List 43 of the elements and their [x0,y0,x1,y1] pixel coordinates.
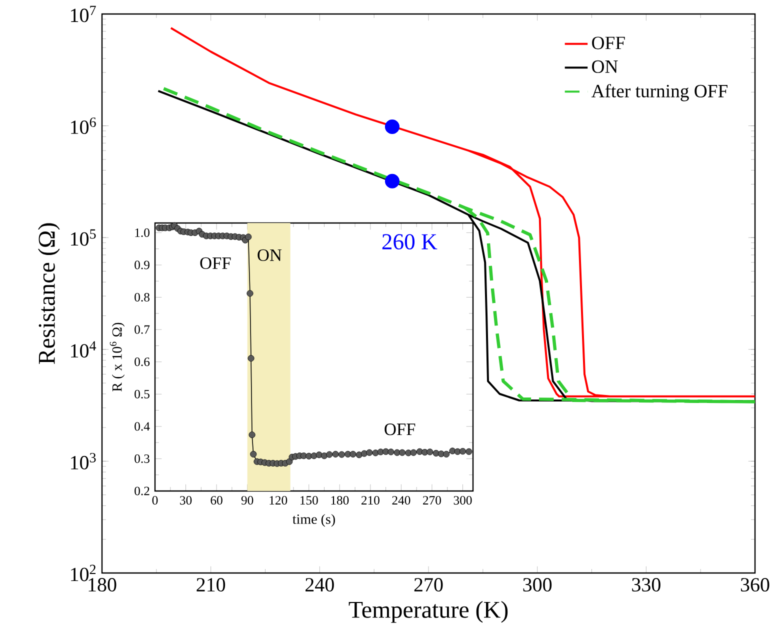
x-tick-label: 360 [740,578,770,592]
x-tick-label: 60 [210,496,222,505]
y-tick-label: 0.4 [134,422,150,431]
line-series [170,26,756,398]
y-axis-title: Resistance (Ω) [38,223,60,364]
y-tick-label: 10$^{7}$ [71,6,96,22]
legend-label: OFF [592,36,625,50]
x-tick-label: 270 [414,578,443,592]
x-tick-label: 30 [180,496,192,505]
x-tick-label: 210 [196,578,226,592]
annotation: 260 K [382,234,438,250]
x-tick-label: 300 [454,496,472,505]
y-tick-label: 10$^{4}$ [71,341,96,358]
legend-label: After turning OFF [591,84,728,102]
annotation: OFF [384,424,416,436]
y-tick-label: 10$^{3}$ [71,452,96,470]
x-tick-label: 180 [331,496,349,505]
y-tick-label: 0.8 [134,292,150,302]
x-tick-label: 150 [300,496,318,505]
legend-label: ON [592,60,618,73]
x-tick-label: 120 [270,496,288,505]
x-tick-label: 210 [361,496,380,505]
x-tick-label: 240 [392,496,410,505]
x-tick-label: 0 [152,496,158,505]
y-tick-label: 10$^{6}$ [71,118,96,134]
x-axis-title: time (s) [292,514,335,527]
y-tick-label: 0.9 [134,260,150,270]
x-tick-label: 270 [423,496,441,505]
x-tick-label: 240 [306,578,334,592]
annotation: OFF [200,257,231,270]
x-tick-label: 90 [241,496,254,505]
y-tick-label: 0.3 [134,454,150,464]
y-tick-label: 0.2 [134,486,150,496]
y-axis-title: R ( x 10$^{6}$ Ω) [110,322,125,392]
x-tick-label: 300 [523,578,552,592]
y-tick-label: 10$^{5}$ [71,229,96,246]
y-tick-label: 0.7 [134,325,150,334]
annotation: ON [258,249,282,261]
x-axis-title: Temperature (K) [348,601,508,623]
y-tick-label: 0.5 [134,390,150,398]
y-tick-label: 1.0 [135,228,150,238]
x-tick-label: 330 [632,578,660,592]
y-tick-label: 0.6 [134,358,150,366]
